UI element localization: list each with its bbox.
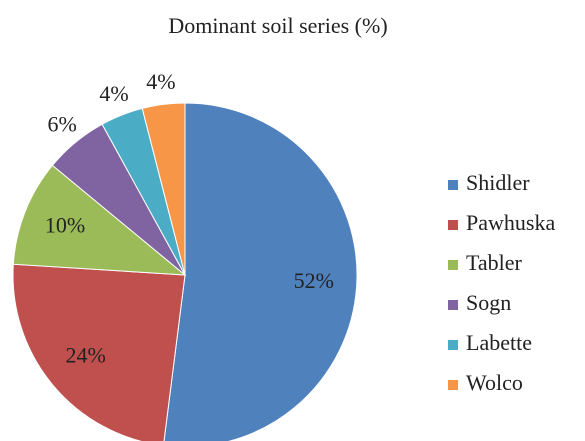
legend-swatch xyxy=(448,220,458,230)
data-label: 10% xyxy=(45,213,85,238)
legend-label: Tabler xyxy=(466,250,523,275)
data-label: 52% xyxy=(294,268,334,293)
legend-swatch xyxy=(448,180,458,190)
chart-title: Dominant soil series (%) xyxy=(168,13,387,38)
pie-slice xyxy=(141,102,186,276)
pie-slice xyxy=(163,102,358,441)
data-label: 24% xyxy=(65,342,105,367)
legend-label: Pawhuska xyxy=(466,210,555,235)
data-label: 6% xyxy=(48,112,77,137)
legend-swatch xyxy=(448,340,458,350)
data-label: 4% xyxy=(146,69,175,94)
data-label: 4% xyxy=(99,81,128,106)
legend-label: Labette xyxy=(466,330,532,355)
legend-label: Shidler xyxy=(466,170,530,195)
pie-slice xyxy=(12,164,187,276)
legend-swatch xyxy=(448,300,458,310)
legend-swatch xyxy=(448,260,458,270)
legend-label: Wolco xyxy=(466,370,523,395)
legend-label: Sogn xyxy=(466,290,511,315)
legend-swatch xyxy=(448,380,458,390)
pie-slice xyxy=(12,263,186,441)
